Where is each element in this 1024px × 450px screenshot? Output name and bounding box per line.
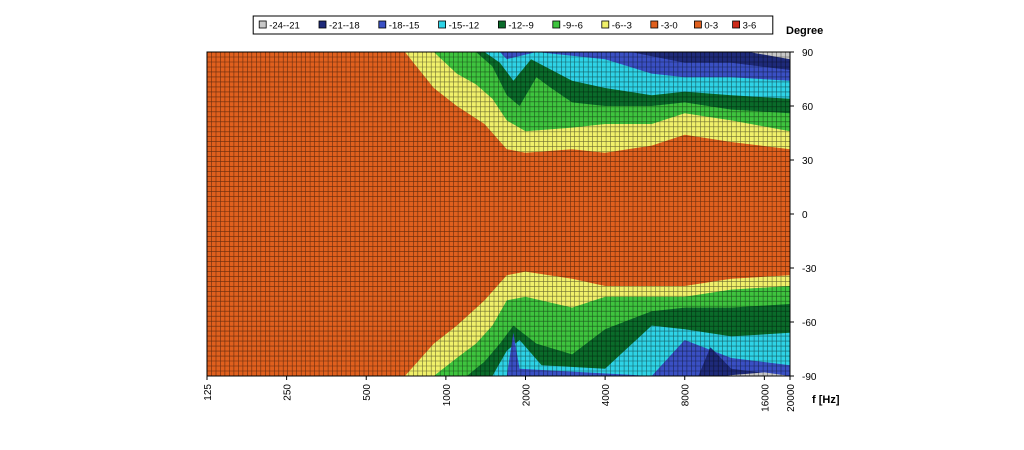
x-tick-label: 4000 — [601, 384, 612, 407]
legend-label: -15--12 — [449, 21, 480, 32]
legend-label: -12--9 — [508, 21, 533, 32]
legend-label: -21--18 — [329, 21, 360, 32]
y-tick-label: -60 — [802, 318, 817, 329]
y-tick-label: 0 — [802, 210, 808, 221]
y-axis-label: Degree — [786, 25, 823, 37]
y-tick-label: -90 — [802, 372, 817, 383]
contour-upper-24-21 — [749, 52, 790, 60]
legend-label: 0-3 — [704, 21, 718, 32]
y-axis: 90 60 30 0 -30 -60 -90 — [790, 48, 817, 383]
legend-label: -24--21 — [269, 21, 300, 32]
y-tick-label: 30 — [802, 156, 814, 167]
legend-swatch — [438, 20, 447, 29]
legend-swatch — [601, 20, 610, 29]
legend-swatch — [497, 20, 506, 29]
legend-label: -9--6 — [563, 21, 583, 32]
x-tick-label: 250 — [283, 384, 294, 401]
x-tick-label: 1000 — [442, 384, 453, 407]
chart-legend: -24--21 -21--18 -18--15 -15--12 -12--9 -9--6 -… — [252, 15, 774, 35]
contour-upper-21-18 — [630, 52, 790, 70]
legend-swatch — [258, 20, 267, 29]
legend-label: -18--15 — [389, 21, 420, 32]
legend-swatch — [378, 20, 387, 29]
legend-swatch — [694, 20, 702, 29]
legend-label: 3-6 — [743, 21, 757, 32]
y-tick-label: 90 — [802, 48, 814, 59]
legend-label: -6--3 — [612, 21, 632, 32]
legend-swatch — [650, 20, 659, 29]
contour-lower-21-18 — [698, 347, 790, 376]
legend-swatch — [552, 20, 561, 29]
x-tick-label: 16000 — [760, 384, 771, 412]
x-tick-label: 2000 — [522, 384, 533, 407]
x-tick-label: 20000 — [786, 384, 797, 412]
legend-swatch — [732, 20, 740, 29]
contour-lower-24-21 — [721, 372, 790, 376]
y-tick-label: 60 — [802, 102, 814, 113]
legend-box — [252, 15, 774, 35]
x-tick-label: 125 — [203, 384, 214, 401]
y-tick-label: -30 — [802, 264, 817, 275]
x-axis: 125 250 500 1000 2000 4000 8000 16000 20000 — [203, 376, 797, 412]
legend-swatch — [318, 20, 327, 29]
x-tick-label: 8000 — [681, 384, 692, 407]
x-tick-label: 500 — [362, 384, 373, 401]
x-axis-label: f [Hz] — [812, 394, 840, 406]
legend-label: -3-0 — [661, 21, 678, 32]
